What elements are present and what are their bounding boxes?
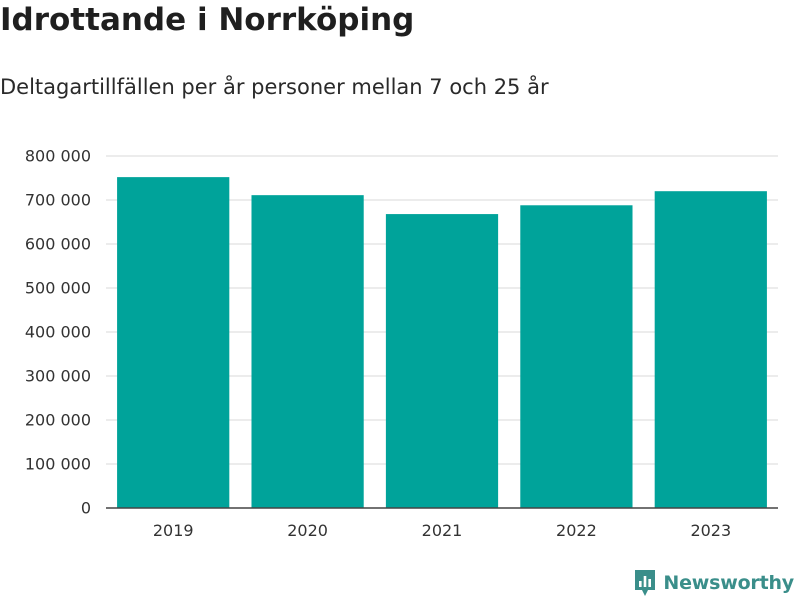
- y-tick-label: 500 000: [25, 279, 91, 298]
- y-tick-label: 600 000: [25, 235, 91, 254]
- y-tick-label: 700 000: [25, 191, 91, 210]
- newsworthy-brand: Newsworthy: [633, 568, 794, 598]
- chart-subtitle: Deltagartillfällen per år personer mella…: [0, 75, 549, 99]
- x-tick-label: 2019: [153, 521, 194, 540]
- x-tick-label: 2023: [690, 521, 731, 540]
- y-tick-label: 0: [81, 499, 91, 518]
- bar-2023: [654, 191, 767, 508]
- chart-title: Idrottande i Norrköping: [0, 2, 415, 38]
- y-tick-label: 100 000: [25, 455, 91, 474]
- bar-2020: [251, 195, 364, 508]
- bar-2021: [385, 214, 499, 508]
- bar-2022: [520, 205, 633, 508]
- brand-name: Newsworthy: [663, 572, 794, 594]
- x-tick-label: 2022: [556, 521, 597, 540]
- bar-2019: [117, 177, 230, 508]
- y-tick-label: 300 000: [25, 367, 91, 386]
- x-tick-label: 2020: [287, 521, 328, 540]
- y-tick-label: 400 000: [25, 323, 91, 342]
- newsworthy-logo-icon: [635, 570, 656, 596]
- y-tick-label: 200 000: [25, 411, 91, 430]
- y-tick-label: 800 000: [25, 147, 91, 166]
- x-tick-label: 2021: [422, 521, 463, 540]
